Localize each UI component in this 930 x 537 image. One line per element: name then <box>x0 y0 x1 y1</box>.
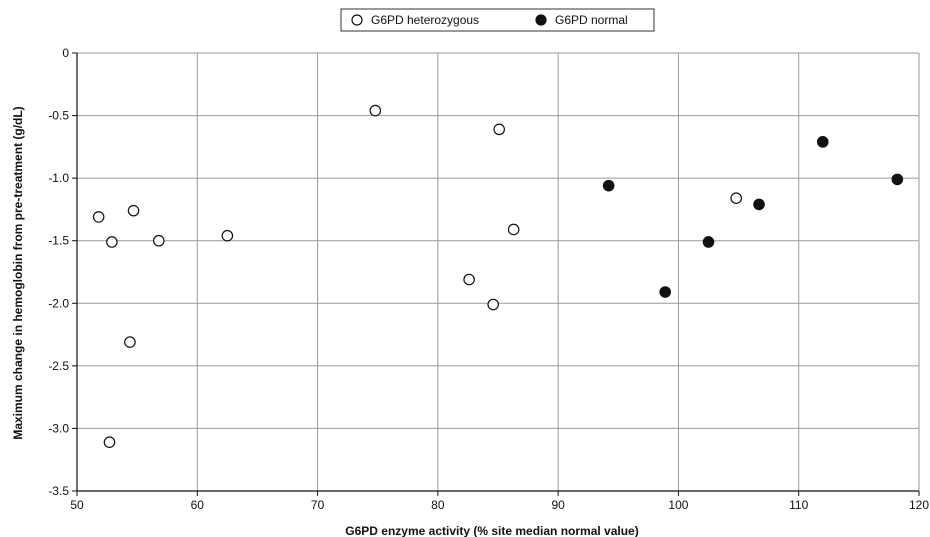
data-points <box>92 104 904 448</box>
x-tick-label: 60 <box>191 498 205 512</box>
y-tick-label: -2.5 <box>48 359 69 373</box>
data-point-normal <box>702 236 715 248</box>
y-tick-label: -3.5 <box>48 484 69 498</box>
data-point-normal <box>891 173 904 186</box>
data-point-heterozygous <box>124 336 136 348</box>
y-tick-label: -0.5 <box>48 109 69 123</box>
y-tick-label: -3.0 <box>48 421 69 435</box>
data-point-heterozygous <box>106 236 118 248</box>
legend-label-heterozygous: G6PD heterozygous <box>371 13 479 27</box>
legend-box <box>340 8 655 32</box>
x-tick-label: 120 <box>909 498 929 512</box>
axes <box>72 52 920 496</box>
legend: G6PD heterozygous G6PD normal <box>340 8 655 32</box>
y-axis-title: Maximum change in hemoglobin from pre-tr… <box>11 106 25 439</box>
data-point-heterozygous <box>92 211 105 223</box>
data-point-normal <box>753 198 765 211</box>
data-point-heterozygous <box>369 104 382 117</box>
x-tick-label: 90 <box>551 498 565 512</box>
y-tick-labels: 0 -0.5 -1.0 -1.5 -2.0 -2.5 -3.0 -3.5 <box>48 46 69 498</box>
y-tick-label: -2.0 <box>48 296 69 310</box>
x-tick-label: 110 <box>789 498 808 512</box>
x-axis-title: G6PD enzyme activity (% site median norm… <box>345 524 638 537</box>
legend-marker-normal <box>535 14 547 26</box>
data-point-heterozygous <box>103 436 116 448</box>
data-point-normal <box>659 286 671 298</box>
y-tick-label: -1.5 <box>48 234 69 248</box>
data-point-normal <box>816 136 829 148</box>
x-tick-labels: 50 60 70 80 90 100 110 120 <box>70 498 929 512</box>
data-point-heterozygous <box>221 229 234 242</box>
data-point-heterozygous <box>463 273 475 286</box>
legend-marker-heterozygous <box>351 14 363 26</box>
x-tick-label: 100 <box>668 498 688 512</box>
data-point-heterozygous <box>507 223 520 236</box>
x-tick-label: 50 <box>70 498 84 512</box>
data-point-heterozygous <box>730 192 742 204</box>
x-tick-label: 80 <box>431 498 445 512</box>
data-point-heterozygous <box>127 204 140 217</box>
y-tick-label: -1.0 <box>48 171 69 185</box>
legend-label-normal: G6PD normal <box>555 13 628 27</box>
data-point-normal <box>602 179 615 192</box>
data-point-heterozygous <box>487 298 499 311</box>
y-tick-label: 0 <box>62 46 69 60</box>
gridlines <box>76 52 920 492</box>
data-point-heterozygous <box>152 234 165 247</box>
data-point-heterozygous <box>493 123 506 136</box>
x-tick-label: 70 <box>311 498 325 512</box>
